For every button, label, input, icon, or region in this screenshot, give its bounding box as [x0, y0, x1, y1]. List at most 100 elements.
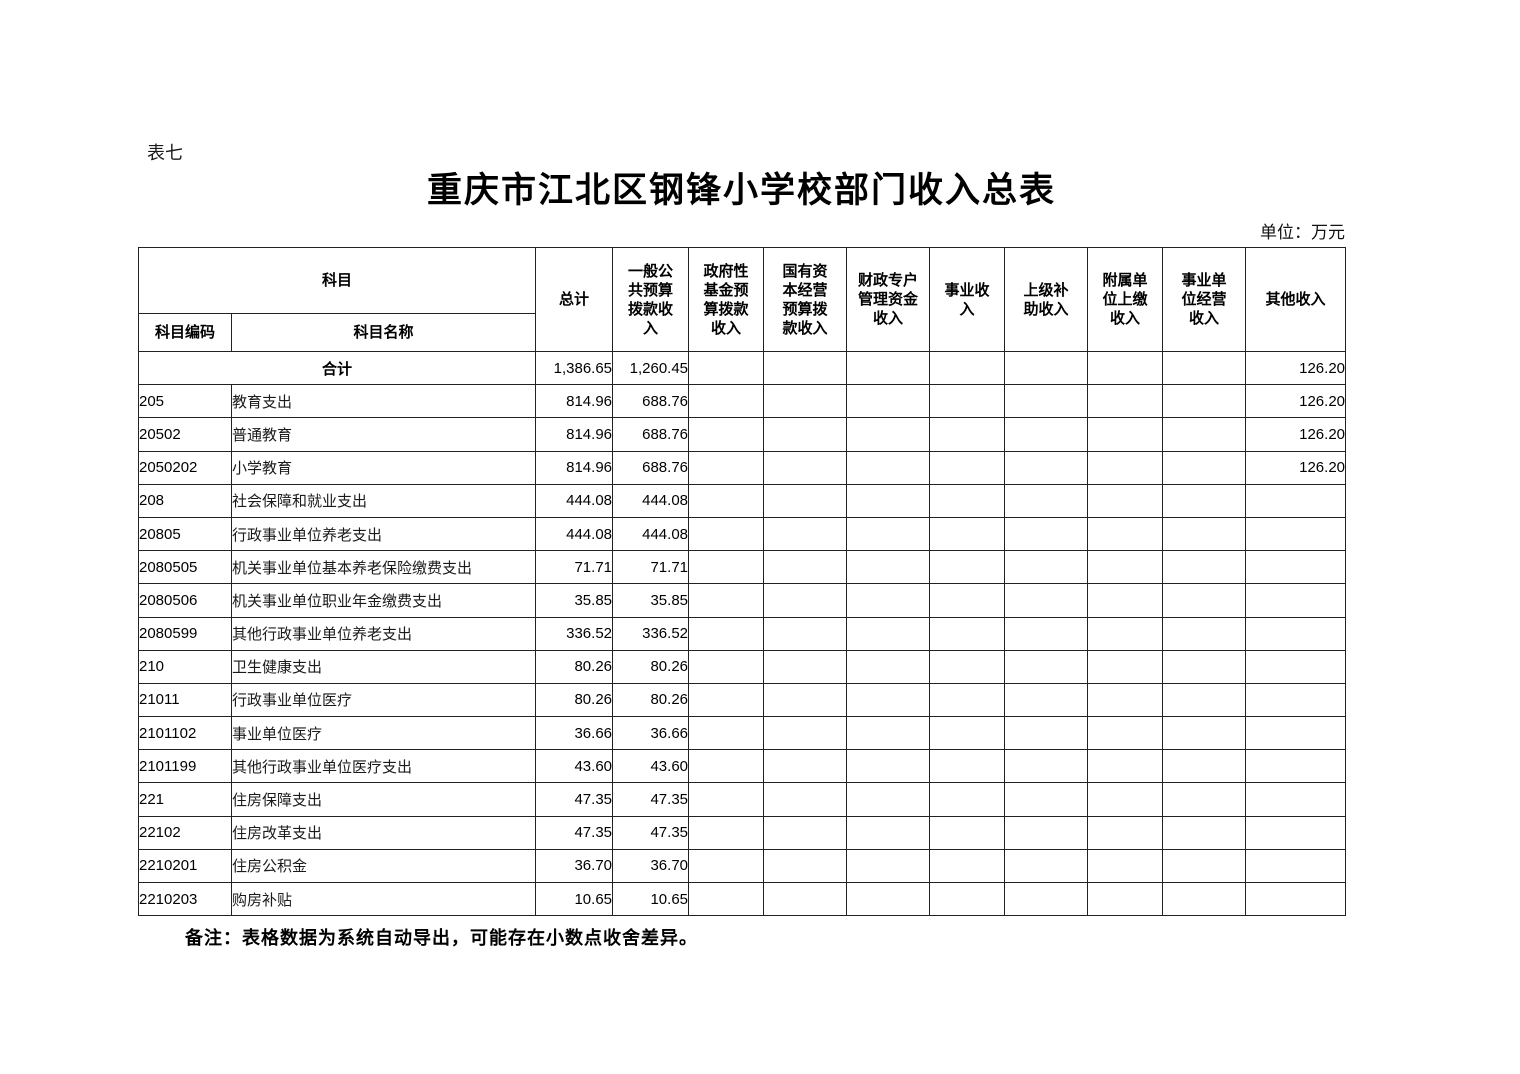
value-cell: 688.76 — [612, 384, 690, 419]
value-cell — [929, 384, 1006, 419]
value-cell — [1004, 848, 1089, 884]
value-cell — [929, 483, 1006, 518]
value-cell — [763, 649, 848, 684]
subject-code-cell: 2080506 — [138, 583, 232, 618]
subject-name-cell: 机关事业单位职业年金缴费支出 — [230, 583, 537, 618]
value-cell: 444.08 — [535, 516, 614, 552]
value-cell: 688.76 — [612, 417, 690, 452]
value-cell: 126.20 — [1245, 450, 1347, 485]
value-cell — [929, 417, 1006, 452]
value-cell: 80.26 — [612, 682, 690, 718]
value-cell — [1087, 782, 1164, 817]
value-cell: 814.96 — [535, 417, 614, 452]
value-cell — [763, 450, 848, 485]
value-cell — [763, 749, 848, 784]
header-row-top: 科目 总计 一般公 共预算 拨款收 入 政府性 基金预 算拨款 收入 国有资 本… — [137, 247, 1347, 352]
value-cell — [929, 583, 1006, 618]
value-cell: 126.20 — [1245, 417, 1347, 452]
table-row: 2101102 事业单位医疗 36.66 36.66 — [138, 716, 1347, 751]
value-cell — [846, 583, 931, 618]
value-cell — [846, 815, 931, 850]
value-cell — [1162, 815, 1247, 850]
value-cell: 1,260.45 — [612, 350, 690, 386]
value-cell — [688, 649, 765, 684]
value-cell — [688, 616, 765, 651]
value-cell — [846, 749, 931, 784]
value-cell — [1004, 350, 1089, 386]
table-row: 2080506 机关事业单位职业年金缴费支出 35.85 35.85 — [138, 583, 1347, 618]
subject-name-cell: 卫生健康支出 — [230, 649, 537, 684]
header-subject-name: 科目名称 — [230, 313, 537, 352]
value-cell — [1004, 815, 1089, 850]
subject-code-cell: 210 — [138, 649, 232, 684]
value-cell — [1162, 716, 1247, 751]
value-cell — [929, 716, 1006, 751]
table-row: 2210201 住房公积金 36.70 36.70 — [138, 848, 1347, 884]
value-cell: 35.85 — [612, 583, 690, 618]
value-cell — [1245, 649, 1347, 684]
value-cell: 688.76 — [612, 450, 690, 485]
header-general-public-budget: 一般公 共预算 拨款收 入 — [612, 247, 690, 352]
value-cell — [688, 682, 765, 718]
value-cell: 80.26 — [535, 682, 614, 718]
value-cell — [929, 350, 1006, 386]
value-cell — [846, 782, 931, 817]
value-cell: 71.71 — [612, 550, 690, 585]
value-cell — [1004, 649, 1089, 684]
value-cell — [688, 782, 765, 817]
value-cell — [1162, 483, 1247, 518]
value-cell — [1087, 716, 1164, 751]
subject-code-cell: 2101199 — [138, 749, 232, 784]
header-subject-code: 科目编码 — [138, 313, 232, 352]
subject-name-cell: 社会保障和就业支出 — [230, 483, 537, 518]
value-cell — [763, 583, 848, 618]
table-row: 2210203 购房补贴 10.65 10.65 — [138, 881, 1347, 917]
subject-name-cell: 行政事业单位医疗 — [230, 682, 537, 718]
value-cell — [688, 384, 765, 419]
value-cell — [1245, 716, 1347, 751]
value-cell — [688, 881, 765, 917]
value-cell — [1087, 682, 1164, 718]
value-cell — [1087, 417, 1164, 452]
value-cell — [1162, 516, 1247, 552]
value-cell — [763, 516, 848, 552]
subject-code-cell: 2101102 — [138, 716, 232, 751]
value-cell — [929, 450, 1006, 485]
value-cell — [1004, 483, 1089, 518]
value-cell — [763, 782, 848, 817]
value-cell: 814.96 — [535, 450, 614, 485]
subject-code-cell: 2210201 — [138, 848, 232, 884]
value-cell — [763, 616, 848, 651]
value-cell — [1087, 815, 1164, 850]
value-cell — [763, 881, 848, 917]
value-cell — [1245, 815, 1347, 850]
value-cell: 43.60 — [535, 749, 614, 784]
value-cell — [1162, 450, 1247, 485]
header-state-capital-budget: 国有资 本经营 预算拨 款收入 — [763, 247, 848, 352]
subject-code-cell: 2050202 — [138, 450, 232, 485]
value-cell: 36.70 — [612, 848, 690, 884]
value-cell — [846, 716, 931, 751]
subject-code-cell: 20502 — [138, 417, 232, 452]
value-cell — [1245, 550, 1347, 585]
value-cell — [1004, 782, 1089, 817]
subject-code-cell: 2080599 — [138, 616, 232, 651]
table-row: 210 卫生健康支出 80.26 80.26 — [138, 649, 1347, 684]
income-summary-table: 科目 总计 一般公 共预算 拨款收 入 政府性 基金预 算拨款 收入 国有资 本… — [137, 247, 1347, 917]
value-cell — [688, 583, 765, 618]
header-business-income: 事业收 入 — [929, 247, 1006, 352]
value-cell — [846, 417, 931, 452]
table-number-label: 表七 — [147, 143, 183, 163]
subject-name-cell: 普通教育 — [230, 417, 537, 452]
value-cell — [688, 550, 765, 585]
value-cell — [1162, 350, 1247, 386]
value-cell — [1004, 550, 1089, 585]
value-cell: 336.52 — [612, 616, 690, 651]
table-row: 22102 住房改革支出 47.35 47.35 — [138, 815, 1347, 850]
value-cell — [1004, 450, 1089, 485]
subject-code-cell: 221 — [138, 782, 232, 817]
value-cell — [929, 516, 1006, 552]
value-cell: 36.70 — [535, 848, 614, 884]
header-business-operation-income: 事业单 位经营 收入 — [1162, 247, 1247, 352]
